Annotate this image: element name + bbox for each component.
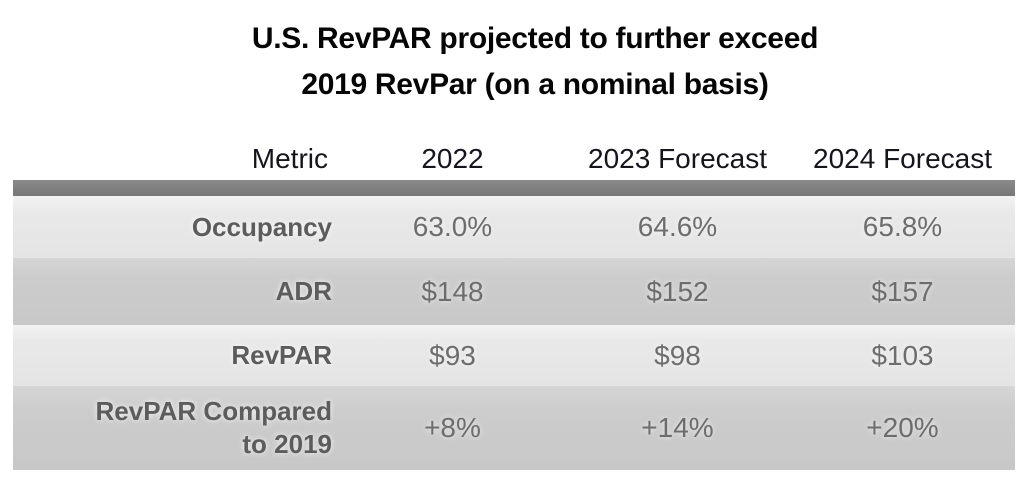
column-header-metric: Metric [251,143,328,174]
row-label-occupancy: Occupancy [191,211,332,242]
page-title-line-1: U.S. RevPAR projected to further exceed [251,22,819,55]
header-divider-bar [13,180,1015,196]
table-header-row: Metric 2022 2023 Forecast 2024 Forecast [13,134,1015,180]
row-label-revpar-vs-2019: RevPAR Compared to 2019 [95,396,332,459]
cell-occupancy-2024: 65.8% [862,211,943,242]
column-header-2023-forecast: 2023 Forecast [588,143,767,174]
cell-revpar-2023: $98 [654,339,701,371]
cell-adr-2024: $157 [871,275,934,307]
cell-occupancy-2023: 64.6% [637,211,718,242]
column-header-2024-forecast: 2024 Forecast [813,143,992,174]
page-title-line-2: 2019 RevPar (on a nominal basis) [301,68,769,101]
row-label-revpar: RevPAR [231,340,332,370]
column-header-2022: 2022 [421,143,484,174]
cell-revpar-2024: $103 [871,339,934,371]
page-title: U.S. RevPAR projected to further exceed … [0,0,1024,108]
table-row-adr: ADR $148 $152 $157 [13,258,1015,325]
cell-adr-2023: $152 [646,275,709,307]
cell-revpar-vs-2019-2023: +14% [641,412,714,443]
table-row-occupancy: Occupancy 63.0% 64.6% 65.8% [13,196,1015,258]
table-row-revpar: RevPAR $93 $98 $103 [13,325,1015,386]
row-label-adr: ADR [275,276,332,306]
cell-revpar-vs-2019-2024: +20% [866,412,939,443]
cell-occupancy-2022: 63.0% [412,211,493,242]
revpar-table: Metric 2022 2023 Forecast 2024 Forecast … [13,134,1015,470]
cell-revpar-2022: $93 [429,339,476,371]
cell-adr-2022: $148 [421,275,484,307]
cell-revpar-vs-2019-2022: +8% [424,412,481,443]
table-row-revpar-vs-2019: RevPAR Compared to 2019 +8% +14% +20% [13,386,1015,470]
